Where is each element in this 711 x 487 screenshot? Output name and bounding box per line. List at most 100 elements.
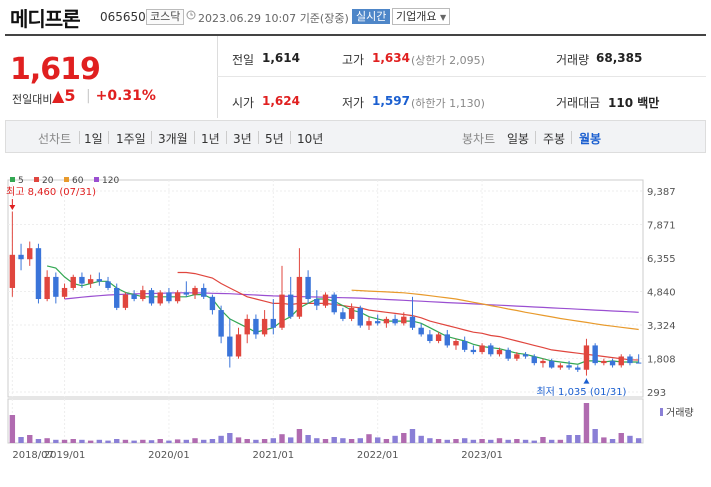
- candle-body: [374, 321, 381, 324]
- company-info-dropdown[interactable]: 기업개요 ▼: [392, 8, 451, 25]
- period-10y[interactable]: 10년: [297, 132, 324, 146]
- trade-value-label: 거래대금: [556, 96, 601, 110]
- volume-bar: [331, 437, 337, 443]
- legend-swatch: [94, 177, 99, 182]
- volume-bar: [296, 429, 303, 443]
- volume-bar: [575, 435, 581, 443]
- y-tick-label: 4,840: [647, 288, 676, 299]
- volume-bar: [105, 440, 111, 443]
- lower-limit: (하한가 1,130): [411, 97, 485, 110]
- change-percent-value: +0.31%: [95, 88, 156, 104]
- volume-bar: [288, 437, 294, 443]
- volume-bar: [418, 435, 424, 443]
- market-badge: 코스닥: [146, 9, 185, 25]
- candle-body: [131, 294, 137, 300]
- open-value: 1,624: [262, 94, 300, 108]
- volume-bar: [183, 439, 190, 443]
- volume-bar: [61, 439, 68, 443]
- volume-bar: [340, 438, 346, 443]
- candle-body: [566, 365, 572, 368]
- volume-bar: [496, 438, 503, 443]
- volume-bar: [44, 438, 50, 443]
- legend-label: 120: [102, 176, 119, 186]
- volume-bar: [140, 439, 146, 443]
- candle-body: [114, 287, 120, 308]
- candle-body: [183, 292, 190, 295]
- candle-body: [470, 349, 477, 353]
- period-1y[interactable]: 1년: [201, 132, 220, 146]
- candle-body: [505, 349, 511, 359]
- volume-bar: [635, 438, 642, 443]
- candle-body: [87, 279, 94, 284]
- candle-body: [366, 321, 372, 326]
- candle-chart-label: 봉차트: [462, 132, 496, 146]
- candle-body: [79, 276, 85, 284]
- period-5y[interactable]: 5년: [265, 132, 284, 146]
- candle-body: [166, 292, 172, 302]
- period-3m[interactable]: 3개월: [158, 132, 188, 146]
- stock-name[interactable]: 메디프론: [10, 7, 81, 31]
- low-value: 1,597: [372, 94, 410, 108]
- quote-row-divider: [217, 76, 706, 77]
- y-tick-label: 293: [647, 388, 666, 399]
- volume-bar: [192, 438, 198, 443]
- high-label: 고가: [342, 53, 365, 67]
- candle-body: [27, 248, 33, 260]
- candle-body: [435, 334, 442, 342]
- volume-bar: [409, 429, 416, 443]
- candle-body: [479, 345, 485, 353]
- change-percent: | +0.31%: [86, 88, 156, 104]
- low-marker-label: 최저 1,035 (01/31): [536, 386, 626, 398]
- up-arrow-icon: [583, 378, 590, 384]
- candle-body: [218, 310, 224, 337]
- price-plot-frame: [7, 179, 644, 398]
- period-3y[interactable]: 3년: [233, 132, 252, 146]
- volume-bar: [374, 437, 381, 443]
- volume-bar: [618, 433, 624, 443]
- volume-bar: [540, 437, 546, 443]
- realtime-button[interactable]: 실시간: [352, 9, 391, 24]
- quote-divider: [217, 36, 218, 118]
- volume-plot-frame: [7, 398, 644, 444]
- toolbar-divider: [194, 131, 195, 144]
- volume-label: 거래량: [556, 53, 590, 67]
- volume-bar: [27, 435, 33, 443]
- volume-legend-label: 거래량: [666, 407, 694, 419]
- candle-weekly[interactable]: 주봉: [543, 132, 566, 146]
- candle-body: [122, 294, 129, 308]
- period-1w[interactable]: 1주일: [116, 132, 146, 146]
- volume-bar: [601, 437, 607, 443]
- trade-value: 110 백만: [608, 96, 660, 110]
- volume-bar: [427, 438, 433, 443]
- candle-body: [96, 279, 103, 282]
- candle-body: [105, 281, 111, 288]
- candle-body: [261, 318, 268, 335]
- candle-body: [35, 248, 42, 300]
- candle-body: [583, 345, 590, 370]
- volume-bar: [401, 433, 407, 443]
- volume-bar: [435, 439, 442, 443]
- volume-bar: [461, 438, 468, 443]
- open-label: 시가: [232, 96, 255, 110]
- chevron-down-icon: ▼: [439, 13, 447, 22]
- volume-bar: [592, 429, 598, 443]
- candle-body: [322, 294, 329, 306]
- volume-bar: [279, 434, 285, 443]
- candle-body: [18, 254, 24, 260]
- candlestick-chart[interactable]: 9,387 7,871 6,355 4,840 3,324 1,808 293 2018/07…: [0, 160, 711, 487]
- period-1d[interactable]: 1일: [84, 132, 103, 146]
- volume-bar: [201, 439, 207, 443]
- candle-body: [401, 316, 407, 324]
- high-marker-label: 최고 8,460 (07/31): [6, 186, 96, 198]
- change-value: ▲5: [52, 86, 75, 105]
- stock-code: 065650: [100, 10, 146, 24]
- candle-body: [409, 316, 416, 328]
- candle-daily[interactable]: 일봉: [507, 132, 530, 146]
- candle-body: [601, 360, 607, 364]
- volume-bar: [348, 439, 355, 443]
- candle-body: [357, 307, 363, 326]
- volume-bar: [479, 439, 485, 443]
- volume-bar: [253, 439, 259, 443]
- change-amount: 5: [64, 86, 76, 105]
- candle-monthly[interactable]: 월봉: [579, 132, 602, 146]
